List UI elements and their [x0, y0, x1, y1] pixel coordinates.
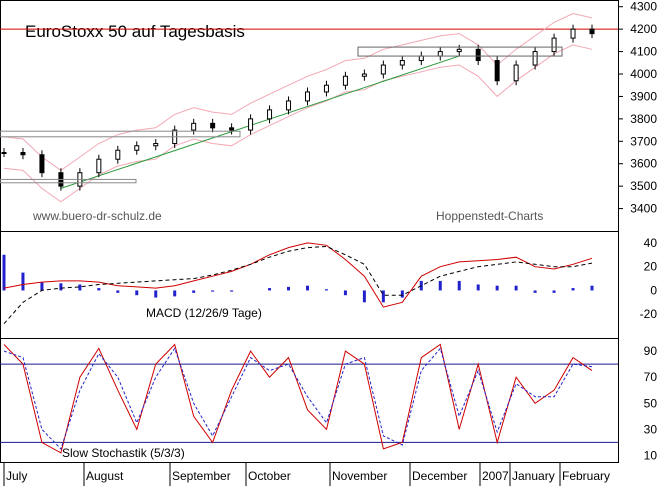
y-tick-label: 0: [650, 283, 657, 297]
lower-band-line: [3, 44, 593, 203]
support-box: [0, 130, 241, 138]
y-tick-label: 3500: [630, 179, 657, 193]
price-candle-body: [380, 64, 386, 75]
y-tick-label: 20: [644, 260, 658, 274]
price-candle-body: [361, 73, 367, 77]
price-candle-body: [304, 91, 310, 102]
price-candle-body: [513, 64, 519, 82]
y-tick-label: 4200: [630, 22, 657, 36]
y-tick-label: 3400: [630, 202, 657, 216]
macd-line: [3, 242, 593, 308]
y-tick-label: -20: [640, 307, 658, 321]
price-candle-body: [134, 145, 140, 151]
y-tick-label: 4100: [630, 45, 657, 59]
signal-line: [3, 245, 593, 325]
price-candle-body: [248, 118, 254, 131]
x-tick-label: August: [86, 469, 124, 483]
x-tick-label: February: [562, 469, 610, 483]
y-tick-label: 40: [644, 236, 658, 250]
price-candle-body: [96, 158, 102, 174]
price-candle-body: [456, 48, 462, 53]
y-tick-label: 50: [644, 396, 658, 410]
price-candle-body: [20, 152, 26, 156]
price-candle-body: [437, 51, 443, 57]
price-candle-body: [191, 122, 197, 131]
consolidation-box: [357, 46, 563, 57]
y-tick-label: 90: [644, 344, 658, 358]
price-candle-body: [589, 28, 595, 35]
y-tick-label: 3800: [630, 112, 657, 126]
price-candle-body: [551, 37, 557, 53]
price-candle-body: [323, 84, 329, 93]
x-tick-label: 2007: [482, 469, 509, 483]
panel-frame: [0, 338, 619, 463]
y-tick-label: 4300: [630, 0, 657, 14]
price-candle-body: [153, 143, 159, 147]
price-candle-body: [532, 51, 538, 66]
y-tick-label: 3600: [630, 157, 657, 171]
x-tick-label: October: [248, 469, 291, 483]
x-tick-label: December: [412, 469, 467, 483]
price-candle-body: [399, 60, 405, 66]
y-tick-label: 30: [644, 422, 658, 436]
x-tick-label: January: [512, 469, 555, 483]
y-tick-label: 70: [644, 370, 658, 384]
panel-label: Slow Stochastik (5/3/3): [62, 446, 185, 460]
price-candle-body: [418, 55, 424, 62]
price-candle-body: [475, 48, 481, 62]
trend-line: [60, 55, 460, 189]
stochastic-k-line: [3, 343, 593, 454]
price-candle-body: [342, 75, 348, 86]
price-candle-body: [210, 122, 216, 129]
y-tick-label: 4000: [630, 67, 657, 81]
price-candle-body: [570, 28, 576, 39]
price-candle-body: [229, 127, 235, 131]
source-left: www.buero-dr-schulz.de: [32, 209, 162, 223]
support-box: [0, 178, 137, 184]
price-candle-body: [1, 152, 7, 155]
x-tick-label: September: [172, 469, 231, 483]
price-candle-body: [494, 60, 500, 82]
source-right: Hoppenstedt-Charts: [436, 209, 543, 223]
upper-band-line: [3, 12, 593, 172]
y-tick-label: 3700: [630, 134, 657, 148]
price-candle-body: [39, 154, 45, 174]
panel-label: MACD (12/26/9 Tage): [146, 306, 262, 320]
x-tick-label: July: [6, 469, 27, 483]
x-tick-label: November: [332, 469, 387, 483]
stochastic-d-line: [3, 347, 593, 450]
y-tick-label: 10: [644, 448, 658, 462]
chart-title: EuroStoxx 50 auf Tagesbasis: [25, 22, 245, 41]
price-candle-body: [115, 149, 121, 160]
y-tick-label: 3900: [630, 89, 657, 103]
price-candle-body: [286, 100, 292, 111]
price-candle-body: [267, 109, 273, 120]
